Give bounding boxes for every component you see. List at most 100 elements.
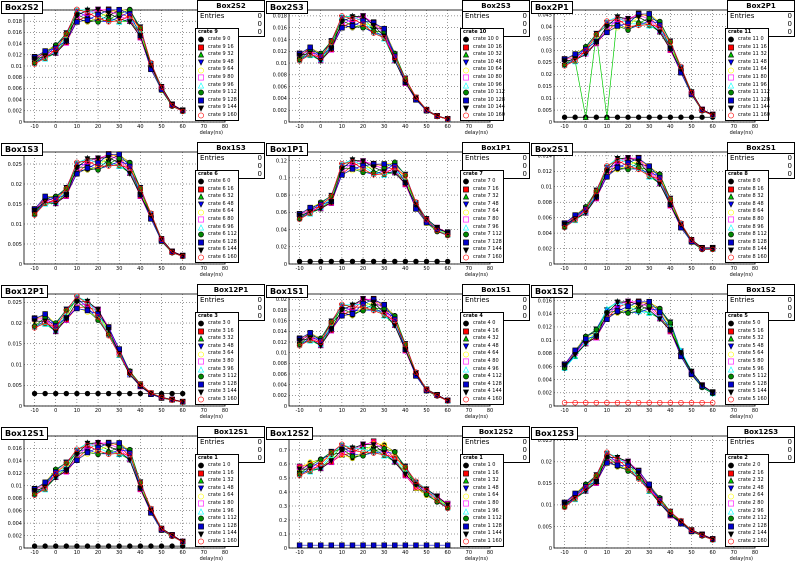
stats-row: 0 (728, 170, 794, 178)
x-tick-label: 10 (339, 124, 345, 130)
data-point (582, 210, 589, 217)
data-point (635, 400, 642, 406)
legend-entry: crate 6 112 (196, 231, 238, 239)
x-tick-label: 10 (339, 408, 345, 414)
stats-value: 0 (522, 304, 527, 312)
legend-label: crate 1 32 (208, 477, 234, 484)
legend-label: crate 1 48 (208, 484, 234, 491)
data-point (31, 212, 38, 218)
y-tick-label: 0.012 (538, 325, 552, 331)
data-point (318, 456, 324, 463)
data-point (116, 151, 122, 157)
stats-label: Entries (730, 12, 755, 20)
data-point (74, 299, 80, 306)
data-point (328, 319, 335, 326)
legend-entry: crate 4 96 (461, 366, 503, 374)
legend-entry: crate 8 144 (726, 246, 768, 254)
data-point (614, 299, 621, 306)
legend-marker (197, 82, 205, 89)
x-tick-label: 10 (74, 124, 80, 130)
y-tick-label: 0 (284, 546, 287, 552)
x-tick-label: 60 (709, 124, 715, 130)
stats-value: 0 (257, 454, 262, 462)
legend-marker (198, 232, 204, 238)
stats-row: 0 (198, 28, 264, 36)
stats-row: 0 (463, 304, 529, 312)
legend-entry: crate 8 64 (726, 208, 768, 216)
y-tick-label: 0.002 (538, 246, 552, 252)
data-point (328, 542, 335, 548)
data-point (42, 200, 48, 206)
data-point (604, 449, 610, 455)
series-line-10 (34, 8, 183, 112)
legend-entry: crate 2 16 (726, 470, 768, 478)
data-point (360, 308, 366, 314)
legend-entry: crate 7 32 (461, 193, 503, 201)
legend-label: crate 6 80 (208, 215, 234, 222)
legend-entry: crate 11 0 (726, 36, 768, 44)
data-point (307, 337, 313, 343)
data-point (127, 165, 133, 171)
legend-marker (463, 97, 469, 104)
data-point (678, 517, 684, 524)
x-axis-label: delay(ns) (465, 130, 488, 136)
legend-title: crate 10 (463, 29, 487, 35)
y-tick-label: 0.015 (8, 202, 22, 208)
data-point (656, 316, 663, 323)
legend-marker (463, 216, 469, 223)
data-point (179, 253, 186, 260)
legend-marker (198, 178, 204, 185)
legend-marker (463, 239, 469, 246)
legend-label: crate 2 0 (738, 462, 761, 468)
data-point (42, 199, 49, 205)
y-tick-label: 0.004 (273, 96, 287, 102)
legend-label: crate 9 0 (208, 36, 231, 42)
legend-label: crate 3 64 (208, 350, 234, 357)
data-point (593, 479, 600, 486)
legend-label: crate 5 80 (738, 357, 764, 364)
legend-marker (198, 328, 204, 335)
data-point (360, 304, 366, 310)
legend-entry: crate 3 160 (196, 396, 238, 404)
legend-label: crate 9 160 (208, 111, 237, 118)
stats-title: Box2S3 (463, 1, 529, 12)
stats-label: Entries (200, 154, 225, 162)
legend-entry: crate 4 16 (461, 328, 503, 336)
legend-marker (198, 493, 204, 500)
data-point (116, 450, 122, 456)
data-point (328, 258, 335, 265)
data-point (688, 400, 695, 406)
data-point (137, 381, 144, 388)
data-point (158, 526, 165, 532)
data-point (381, 452, 387, 458)
x-tick-label: 80 (752, 550, 758, 556)
data-point (52, 475, 59, 481)
data-point (413, 369, 419, 375)
data-point (381, 301, 387, 308)
legend-marker (462, 105, 470, 112)
legend-label: crate 5 64 (738, 350, 764, 357)
legend-label: crate 10 144 (473, 104, 505, 111)
chart-title: Box12S3 (531, 427, 579, 440)
data-point (381, 169, 388, 176)
data-point (614, 456, 621, 463)
y-tick-label: 0.045 (538, 13, 552, 19)
data-point (328, 46, 335, 52)
stats-row: 0 (728, 446, 794, 454)
x-tick-label: 0 (54, 408, 57, 414)
data-point (625, 458, 631, 465)
x-tick-label: 70 (466, 124, 472, 130)
data-point (74, 543, 80, 549)
data-point (646, 481, 652, 488)
data-point (169, 397, 175, 403)
legend-marker (198, 500, 204, 507)
legend-label: crate 7 0 (473, 178, 496, 184)
x-tick-label: 50 (423, 124, 429, 130)
legend-entry: crate 10 80 (461, 74, 503, 82)
legend-label: crate 11 112 (738, 89, 770, 96)
data-point (307, 50, 314, 57)
data-point (381, 25, 387, 32)
legend-entry: crate 3 0 (196, 320, 238, 328)
data-point (678, 63, 684, 70)
data-point (709, 537, 716, 543)
